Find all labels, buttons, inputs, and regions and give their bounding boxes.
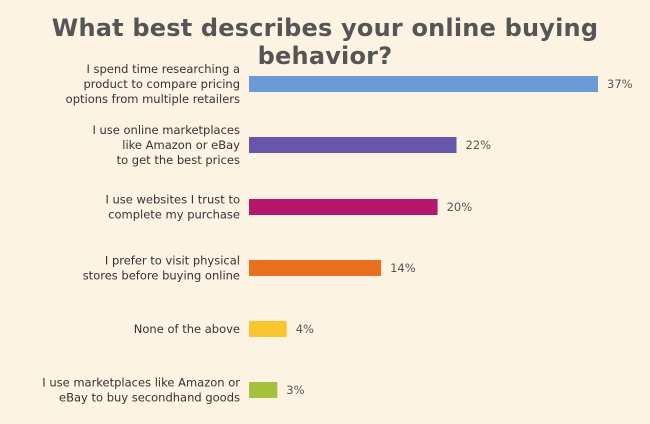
bar	[249, 321, 287, 337]
bar	[249, 199, 438, 215]
category-label: I use marketplaces like Amazon or eBay to…	[42, 376, 240, 405]
value-label: 37%	[607, 77, 633, 91]
value-label: 20%	[447, 200, 473, 214]
value-label: 3%	[286, 383, 304, 397]
category-label: I prefer to visit physical stores before …	[83, 254, 240, 283]
category-label: I use websites I trust to complete my pur…	[105, 193, 240, 222]
bar	[249, 260, 382, 276]
bar	[249, 137, 457, 153]
category-label: I spend time researching a product to com…	[66, 62, 240, 106]
value-label: 14%	[390, 261, 416, 275]
value-label: 4%	[296, 322, 314, 336]
bar	[249, 382, 278, 398]
bar	[249, 76, 598, 92]
category-label: None of the above	[134, 322, 240, 336]
chart-title: What best describes your online buying b…	[51, 14, 599, 70]
value-label: 22%	[466, 138, 492, 152]
category-label: I use online marketplaces like Amazon or …	[92, 123, 240, 167]
